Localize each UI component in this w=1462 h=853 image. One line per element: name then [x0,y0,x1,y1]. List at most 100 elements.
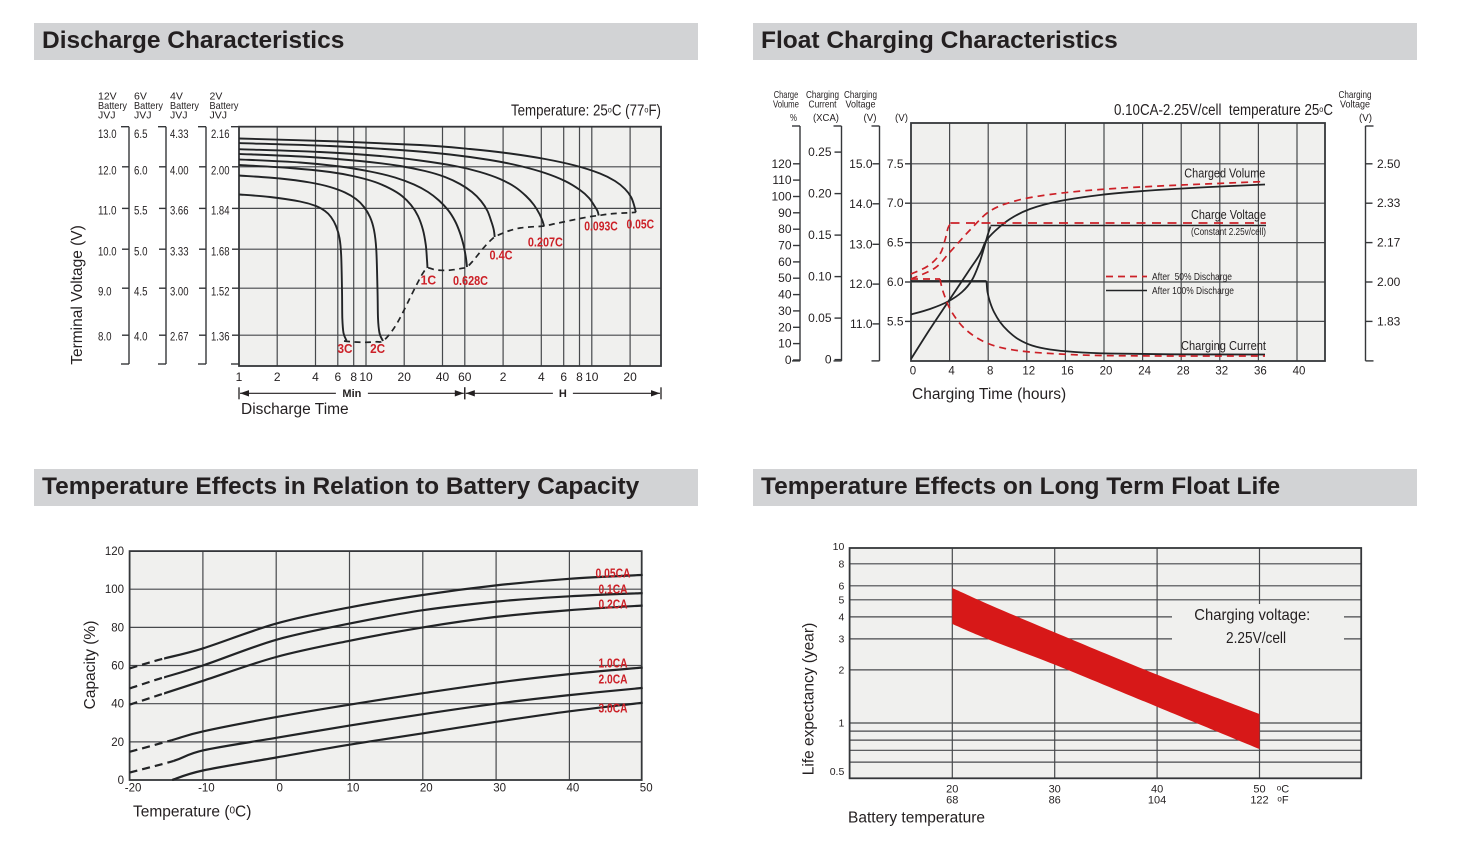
svg-text:Charged Volume: Charged Volume [1184,166,1265,181]
svg-text:0: 0 [276,783,282,795]
svg-text:60: 60 [111,661,124,673]
svg-text:1: 1 [236,370,243,384]
svg-text:15.0: 15.0 [849,157,873,171]
svg-text:90: 90 [778,206,792,220]
svg-text:3.66: 3.66 [170,206,189,218]
svg-text:36: 36 [1254,366,1267,378]
svg-text:Discharge Time: Discharge Time [241,401,349,418]
svg-text:0.05C: 0.05C [627,217,655,232]
svg-text:11.0: 11.0 [850,317,873,331]
svg-text:Capacity (%): Capacity (%) [82,621,99,710]
svg-text:Current: Current [809,99,837,111]
svg-text:13.0: 13.0 [849,237,873,251]
svg-text:JVJ: JVJ [170,110,188,122]
svg-text:Life expectancy (year): Life expectancy (year) [801,623,818,776]
svg-text:8: 8 [838,558,844,570]
svg-text:0.628C: 0.628C [453,273,489,288]
svg-text:6.0: 6.0 [134,166,148,178]
svg-text:1.36: 1.36 [211,332,230,344]
svg-text:12.0: 12.0 [98,166,117,178]
svg-text:2V: 2V [210,91,223,103]
svg-text:0: 0 [118,775,124,787]
svg-text:4.33: 4.33 [170,129,189,141]
svg-text:(V): (V) [895,112,908,124]
svg-text:8: 8 [576,370,583,384]
svg-text:50: 50 [1253,784,1265,796]
svg-text:50: 50 [778,271,792,285]
svg-text:1.68: 1.68 [211,247,230,259]
svg-text:12: 12 [1022,366,1035,378]
svg-text:(V): (V) [1359,112,1372,124]
svg-text:10.0: 10.0 [98,247,117,259]
svg-text:5: 5 [838,594,844,606]
svg-text:1.84: 1.84 [211,206,230,218]
svg-text:40: 40 [436,370,450,384]
svg-text:Battery: Battery [210,100,240,112]
svg-text:6V: 6V [134,91,147,103]
svg-text:Charging: Charging [806,89,839,101]
svg-text:11.0: 11.0 [98,206,117,218]
svg-text:8: 8 [350,370,357,384]
svg-text:0.20: 0.20 [808,187,832,201]
svg-text:Min: Min [342,388,361,400]
svg-text:2: 2 [274,370,281,384]
svg-text:%: % [790,112,797,124]
svg-text:6: 6 [560,370,567,384]
svg-text:0: 0 [785,353,792,367]
svg-text:0.1CA: 0.1CA [599,582,628,597]
svg-text:24: 24 [1138,366,1151,378]
svg-text:2.67: 2.67 [170,332,189,344]
svg-text:JVJ: JVJ [210,110,228,122]
svg-text:0.5: 0.5 [830,766,845,778]
svg-text:3.33: 3.33 [170,247,189,259]
svg-text:Temperature: 25oC (77oF): Temperature: 25oC (77oF) [511,103,661,120]
svg-text:2: 2 [838,664,844,676]
svg-text:2.00: 2.00 [211,166,230,178]
svg-text:110: 110 [772,173,791,187]
svg-text:30: 30 [493,783,506,795]
svg-text:(XCA): (XCA) [813,112,839,124]
svg-text:2.33: 2.33 [1377,196,1401,210]
svg-text:6.5: 6.5 [134,129,148,141]
svg-text:(Constant 2.25v/cell): (Constant 2.25v/cell) [1191,226,1266,238]
svg-text:2.17: 2.17 [1377,236,1401,250]
svg-text:-20: -20 [125,783,142,795]
svg-text:Charge: Charge [774,89,799,101]
svg-text:Battery temperature: Battery temperature [848,810,985,827]
svg-text:2: 2 [500,370,507,384]
svg-text:3: 3 [838,633,844,645]
svg-text:9.0: 9.0 [98,287,112,299]
svg-text:80: 80 [111,622,124,634]
svg-text:4.5: 4.5 [134,287,148,299]
svg-text:1: 1 [838,718,844,730]
svg-text:-10: -10 [198,783,215,795]
svg-text:1.83: 1.83 [1377,314,1401,328]
svg-text:16: 16 [1061,366,1074,378]
svg-text:2.00: 2.00 [1377,275,1401,289]
svg-text:Battery: Battery [170,100,200,112]
svg-text:30: 30 [1049,784,1061,796]
svg-text:40: 40 [1151,784,1163,796]
svg-text:28: 28 [1177,366,1190,378]
svg-text:5.5: 5.5 [134,206,148,218]
svg-text:oF: oF [1277,794,1288,806]
svg-text:0.15: 0.15 [808,228,832,242]
svg-text:0.05CA: 0.05CA [596,566,631,581]
svg-text:60: 60 [778,255,792,269]
svg-text:7.5: 7.5 [887,157,904,171]
svg-text:(V): (V) [864,112,877,124]
svg-text:H: H [559,388,567,400]
svg-text:3.0CA: 3.0CA [599,701,628,716]
svg-text:Charging: Charging [844,89,877,101]
svg-text:1.52: 1.52 [211,287,230,299]
svg-text:Charging voltage:: Charging voltage: [1194,607,1310,624]
svg-text:122: 122 [1250,795,1268,807]
svg-text:40: 40 [778,288,792,302]
svg-text:Terminal Voltage (V): Terminal Voltage (V) [69,225,86,365]
svg-text:120: 120 [105,546,124,558]
svg-text:100: 100 [771,190,791,204]
svg-text:40: 40 [567,783,580,795]
svg-text:2.50: 2.50 [1377,157,1401,171]
svg-text:5.0: 5.0 [134,247,148,259]
svg-text:14.0: 14.0 [849,197,873,211]
